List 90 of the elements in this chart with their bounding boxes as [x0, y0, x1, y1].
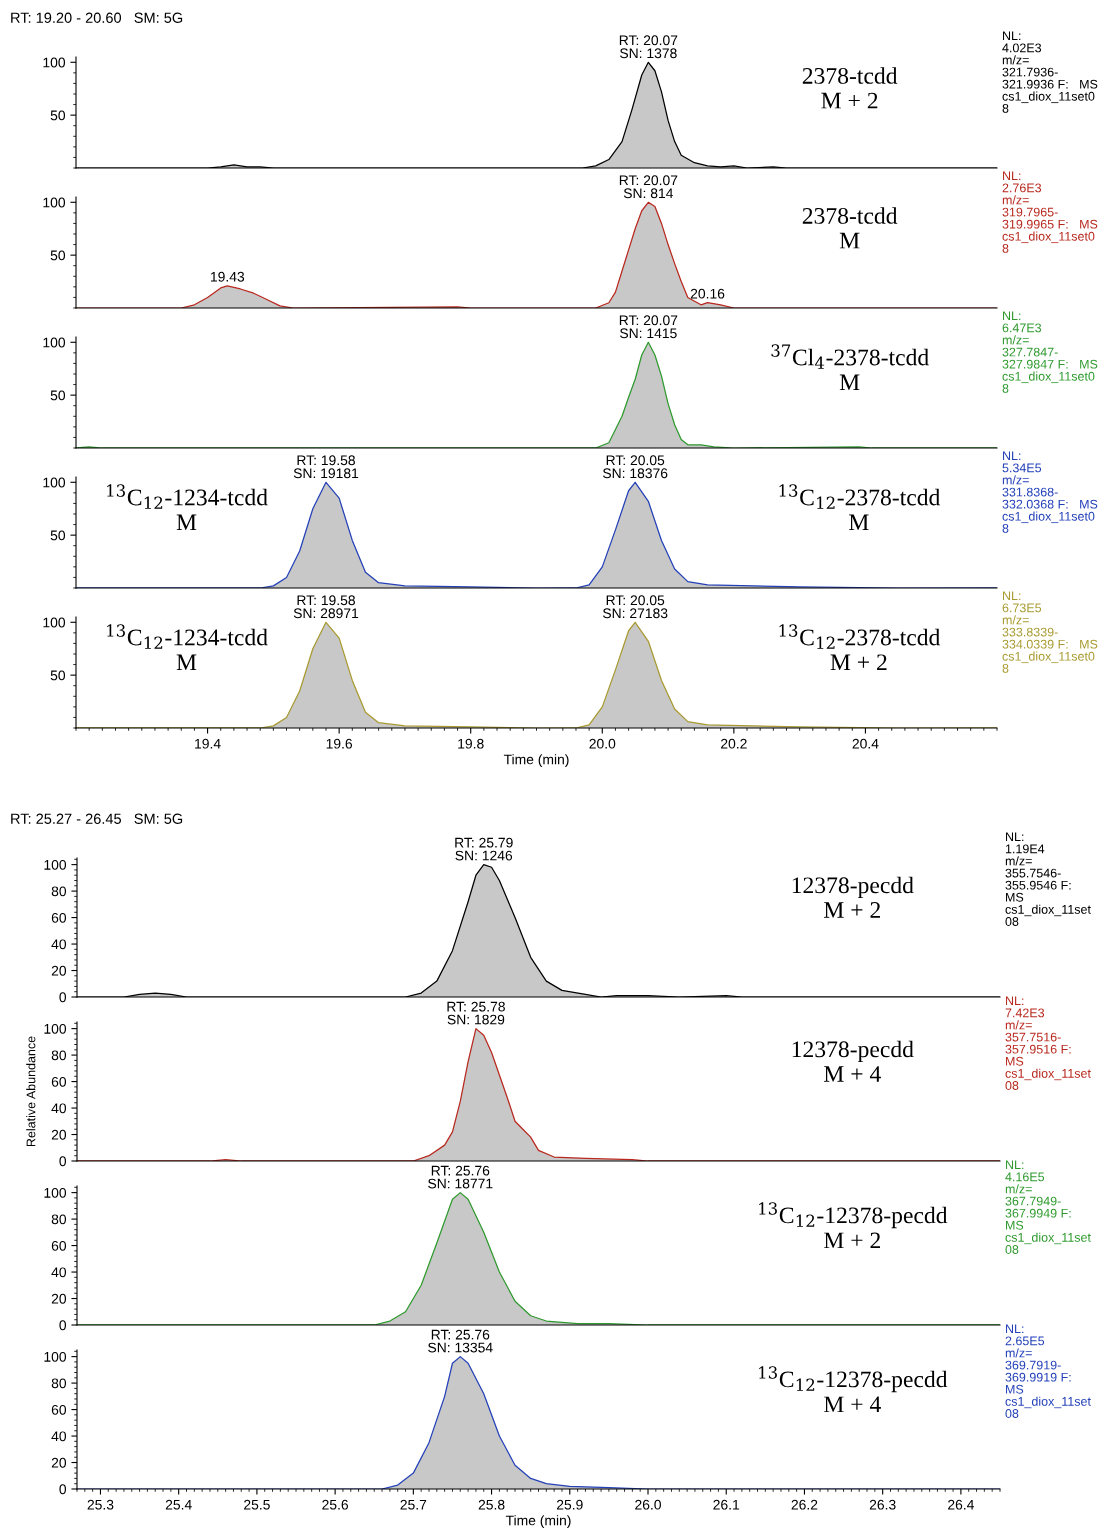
x-tick-label: 20.2: [721, 738, 747, 749]
annotation: RT: 19.58 SN: 28971: [293, 595, 359, 619]
y-tick-label: 40: [51, 1103, 67, 1114]
y-tick-label: 80: [51, 886, 67, 897]
chart-title: RT: 25.27 - 26.45 SM: 5G: [11, 813, 183, 824]
text: NL: 7.42E3 m/z= 357.7516- 357.9516 F: MS cs1_diox_11set 08: [1005, 996, 1091, 1090]
y-tick-label: 0: [59, 1320, 67, 1331]
chart-title: RT: 19.20 - 20.60 SM: 5G: [11, 12, 183, 23]
x-tick-label: 20.0: [589, 738, 616, 749]
y-tick-label: 0: [59, 992, 67, 1003]
x-tick-label: 19.4: [195, 738, 221, 749]
text: NL: 4.02E3 m/z= 321.7936- 321.9936 F: MS cs1_diox_11set0 8: [1002, 31, 1098, 113]
x-tick-label: 26.4: [948, 1499, 974, 1510]
y-tick-label: 100: [43, 337, 66, 348]
y-tick-label: 100: [43, 57, 66, 68]
y-tick-label: 100: [44, 1023, 67, 1034]
y-tick-label: 100: [44, 1187, 67, 1198]
y-tick-label: 50: [50, 110, 66, 121]
x-tick-label: 26.0: [635, 1499, 661, 1510]
x-tick-label: 26.2: [791, 1499, 818, 1510]
x-tick-label: 25.6: [322, 1499, 349, 1510]
y-axis-title: Relative Abundance: [26, 1036, 36, 1147]
y-tick-label: 80: [51, 1050, 67, 1061]
y-tick-label: 20: [51, 1457, 67, 1468]
annotation: 19.43: [210, 271, 245, 282]
x-tick-label: 25.8: [478, 1499, 505, 1510]
x-tick-label: 26.3: [869, 1499, 896, 1510]
y-tick-label: 80: [51, 1378, 67, 1389]
annotation: RT: 20.05 SN: 27183: [603, 595, 668, 619]
annotation: $^{13}$C$_{12}$-2378-tcdd M: [779, 484, 941, 531]
text: NL: 6.73E5 m/z= 333.8339- 334.0339 F: MS cs1_diox_11set0 8: [1002, 591, 1098, 673]
x-axis-title: Time (min): [505, 1515, 571, 1529]
y-tick-label: 80: [51, 1214, 67, 1225]
annotation: $^{13}$C$_{12}$-1234-tcdd M: [107, 624, 268, 671]
x-tick-label: 19.6: [326, 738, 353, 749]
annotation: RT: 25.76 SN: 18771: [428, 1165, 493, 1189]
y-tick-label: 60: [51, 1240, 67, 1251]
y-tick-label: 60: [51, 1076, 67, 1087]
y-tick-label: 100: [44, 1351, 67, 1362]
annotation: 12378-pecdd M + 2: [792, 876, 914, 918]
y-tick-label: 40: [51, 1267, 67, 1278]
y-tick-label: 50: [50, 530, 66, 541]
y-tick-label: 100: [43, 197, 66, 208]
annotation: RT: 20.07 SN: 814: [619, 175, 678, 199]
annotation: RT: 20.07 SN: 1415: [619, 315, 678, 339]
text: NL: 1.19E4 m/z= 355.7546- 355.9546 F: MS cs1_diox_11set 08: [1005, 832, 1091, 926]
annotation: 2378-tcdd M: [802, 207, 898, 249]
y-tick-label: 20: [51, 965, 67, 976]
text: NL: 5.34E5 m/z= 331.8368- 332.0368 F: MS cs1_diox_11set0 8: [1002, 451, 1098, 533]
x-tick-label: 25.5: [244, 1499, 270, 1510]
text: NL: 2.76E3 m/z= 319.7965- 319.9965 F: MS cs1_diox_11set0 8: [1002, 171, 1098, 253]
y-tick-label: 40: [51, 1431, 67, 1442]
y-tick-label: 60: [51, 912, 67, 923]
annotation: $^{13}$C$_{12}$-2378-tcdd M + 2: [779, 624, 941, 671]
y-tick-label: 40: [51, 939, 67, 950]
annotation: $^{13}$C$_{12}$-1234-tcdd M: [107, 484, 268, 531]
y-tick-label: 0: [59, 1484, 67, 1495]
y-tick-label: 100: [43, 477, 66, 488]
annotation: 20.16: [690, 288, 725, 299]
text: NL: 4.16E5 m/z= 367.7949- 367.9949 F: MS cs1_diox_11set 08: [1005, 1160, 1091, 1254]
x-axis-title: Time (min): [503, 754, 569, 768]
y-tick-label: 50: [50, 670, 66, 681]
y-tick-label: 100: [44, 859, 67, 870]
annotation: $^{37}$Cl$_{4}$-2378-tcdd M: [771, 344, 929, 391]
annotation: RT: 25.79 SN: 1246: [455, 837, 513, 861]
annotation: RT: 20.07 SN: 1378: [619, 35, 678, 59]
annotation: 2378-tcdd M + 2: [802, 67, 898, 109]
y-tick-label: 100: [43, 617, 66, 628]
y-tick-label: 20: [51, 1129, 67, 1140]
y-tick-label: 50: [50, 390, 66, 401]
annotation: RT: 25.78 SN: 1829: [447, 1001, 505, 1025]
annotation: $^{13}$C$_{12}$-12378-pecdd M + 2: [759, 1202, 948, 1249]
x-tick-label: 19.8: [458, 738, 484, 749]
annotation: RT: 25.76 SN: 13354: [428, 1329, 493, 1353]
x-tick-label: 25.7: [400, 1499, 427, 1510]
x-tick-label: 20.4: [852, 738, 879, 749]
y-tick-label: 60: [51, 1404, 67, 1415]
annotation: RT: 19.58 SN: 19181: [293, 455, 359, 479]
annotation: 12378-pecdd M + 4: [792, 1040, 914, 1082]
y-tick-label: 0: [59, 1156, 67, 1167]
y-tick-label: 20: [51, 1293, 67, 1304]
text: NL: 6.47E3 m/z= 327.7847- 327.9847 F: MS cs1_diox_11set0 8: [1002, 311, 1098, 393]
y-tick-label: 50: [50, 250, 66, 261]
annotation: $^{13}$C$_{12}$-12378-pecdd M + 4: [759, 1366, 948, 1413]
text: NL: 2.65E5 m/z= 369.7919- 369.9919 F: MS cs1_diox_11set 08: [1005, 1324, 1091, 1418]
x-tick-label: 26.1: [713, 1499, 740, 1510]
annotation: RT: 20.05 SN: 18376: [603, 455, 668, 479]
x-tick-label: 25.4: [165, 1499, 192, 1510]
x-tick-label: 25.9: [556, 1499, 583, 1510]
x-tick-label: 25.3: [87, 1499, 114, 1510]
